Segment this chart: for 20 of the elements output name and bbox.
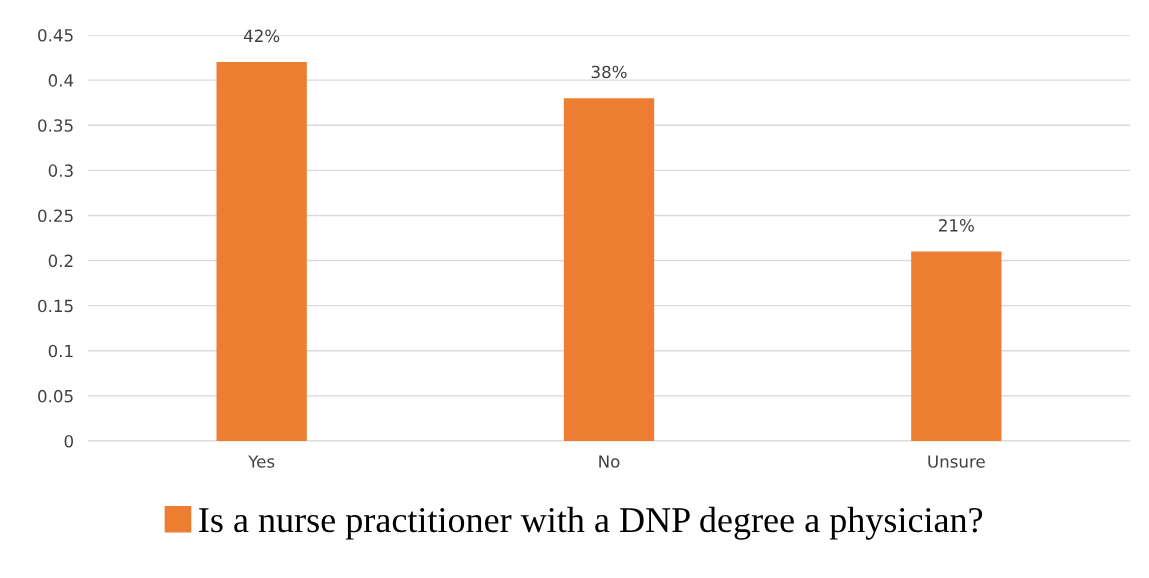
y-tick-label: 0	[64, 434, 73, 448]
y-tick-label: 0.35	[38, 119, 73, 132]
data-label: 21%	[939, 219, 974, 232]
x-tick-label: Yes	[248, 455, 275, 468]
y-tick-label: 0.4	[48, 74, 74, 87]
bar	[911, 251, 1002, 441]
y-tick-label: 0.05	[38, 389, 73, 403]
y-tick-label: 0.2	[48, 254, 73, 268]
x-tick-label: No	[599, 455, 620, 468]
y-tick-label: 0.15	[38, 299, 73, 313]
y-tick-label: 0.45	[38, 28, 73, 42]
bar	[563, 98, 655, 441]
bar	[216, 62, 307, 441]
data-label: 42%	[243, 29, 280, 43]
y-tick-label: 0.25	[38, 209, 73, 223]
y-tick-label: 0.1	[48, 344, 73, 358]
data-label: 38%	[591, 65, 627, 79]
y-tick-label: 0.3	[48, 164, 73, 177]
x-tick-label: Unsure	[928, 455, 985, 468]
legend-label: Is a nurse practitioner with a DNP degree a physician?	[199, 506, 983, 540]
